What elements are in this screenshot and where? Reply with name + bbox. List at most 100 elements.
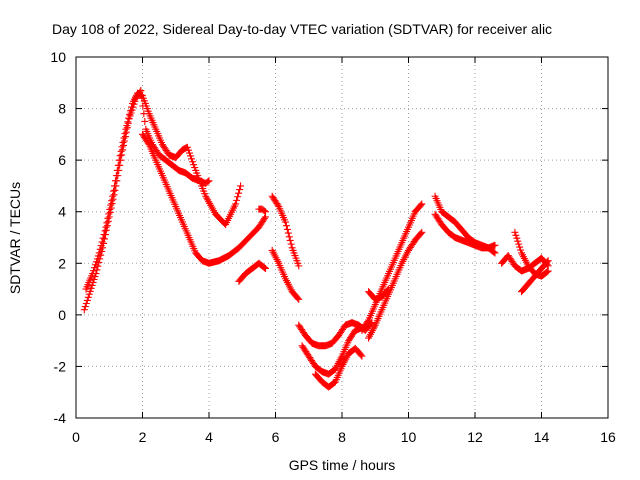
x-tick-label: 6	[272, 429, 280, 445]
x-tick-label: 12	[467, 429, 483, 445]
y-axis-label: SDTVAR / TECUs	[7, 182, 23, 294]
series-5	[255, 205, 270, 216]
data-point	[357, 351, 365, 359]
data-point	[205, 177, 213, 185]
series-10	[311, 344, 366, 391]
data-point	[514, 237, 522, 245]
series-8	[295, 319, 376, 350]
data-point	[235, 189, 243, 197]
data-point	[281, 218, 289, 226]
data-point	[237, 182, 245, 190]
data-point	[236, 186, 244, 194]
data-point	[84, 293, 92, 301]
data-point	[543, 258, 551, 266]
data-point	[91, 264, 99, 272]
y-tick-label: -2	[54, 358, 67, 374]
data-point	[111, 177, 119, 185]
data-point	[417, 229, 425, 237]
data-point	[121, 130, 129, 138]
data-point	[90, 275, 98, 283]
data-point	[544, 257, 552, 265]
data-point	[232, 200, 240, 208]
data-point	[185, 149, 193, 157]
data-point	[113, 166, 121, 174]
data-point	[126, 110, 134, 118]
data-point	[117, 147, 125, 155]
data-point	[418, 200, 426, 208]
series-6	[268, 246, 303, 303]
y-tick-label: 8	[58, 101, 66, 117]
series-17	[511, 228, 552, 280]
data-point	[80, 306, 88, 314]
x-tick-label: 4	[205, 429, 213, 445]
data-point	[262, 264, 270, 272]
data-point	[512, 231, 520, 239]
data-point	[204, 178, 212, 186]
data-point	[86, 287, 94, 295]
data-point	[92, 258, 100, 266]
data-point	[364, 317, 372, 325]
data-point	[418, 228, 426, 236]
data-point	[127, 107, 135, 115]
data-point	[190, 161, 198, 169]
data-point	[511, 228, 519, 236]
x-tick-label: 0	[72, 429, 80, 445]
data-point	[491, 249, 499, 257]
x-tick-label: 14	[534, 429, 550, 445]
data-point	[261, 264, 269, 272]
data-point	[282, 222, 290, 230]
data-point	[295, 295, 303, 303]
series-2	[82, 89, 245, 293]
data-point	[116, 152, 124, 160]
data-point	[286, 236, 294, 244]
data-point	[114, 161, 122, 169]
data-point	[94, 252, 102, 260]
data-point	[191, 164, 199, 172]
data-point	[125, 114, 133, 122]
data-point	[122, 125, 130, 133]
data-point	[98, 238, 106, 246]
data-point	[385, 285, 393, 293]
data-point	[294, 294, 302, 302]
data-point	[184, 146, 192, 154]
data-point	[141, 117, 149, 125]
data-point	[262, 208, 270, 216]
data-point	[283, 225, 291, 233]
data-point	[82, 300, 90, 308]
data-point	[99, 234, 107, 242]
series-12	[365, 228, 426, 342]
data-point	[101, 227, 109, 235]
data-point	[118, 143, 126, 151]
series-15	[431, 210, 499, 252]
data-point	[83, 296, 91, 304]
data-point	[516, 243, 524, 251]
data-point	[102, 223, 110, 231]
y-tick-label: -4	[54, 410, 67, 426]
data-point	[115, 156, 123, 164]
data-point	[183, 143, 191, 151]
data-point	[107, 201, 115, 209]
y-tick-label: 4	[58, 204, 66, 220]
series-9	[298, 324, 366, 378]
data-point	[89, 270, 97, 278]
series-11	[358, 200, 426, 334]
data-point	[234, 193, 242, 201]
data-point	[103, 219, 111, 227]
data-point	[544, 267, 552, 275]
data-point	[96, 245, 104, 253]
data-point	[95, 249, 103, 257]
axis-ticks: 0 2 4 6 8 10 12 14 16 -4 -2 0 2 4 6 8 10	[50, 49, 616, 445]
data-point	[106, 206, 114, 214]
y-tick-label: 10	[50, 49, 66, 65]
data-point	[108, 197, 116, 205]
data-point	[384, 286, 392, 294]
y-tick-label: 0	[58, 307, 66, 323]
data-point	[90, 267, 98, 275]
data-point	[187, 152, 195, 160]
series-18	[518, 257, 552, 296]
data-point	[93, 255, 101, 263]
data-point	[144, 139, 152, 147]
data-point	[515, 240, 523, 248]
data-point	[88, 281, 96, 289]
